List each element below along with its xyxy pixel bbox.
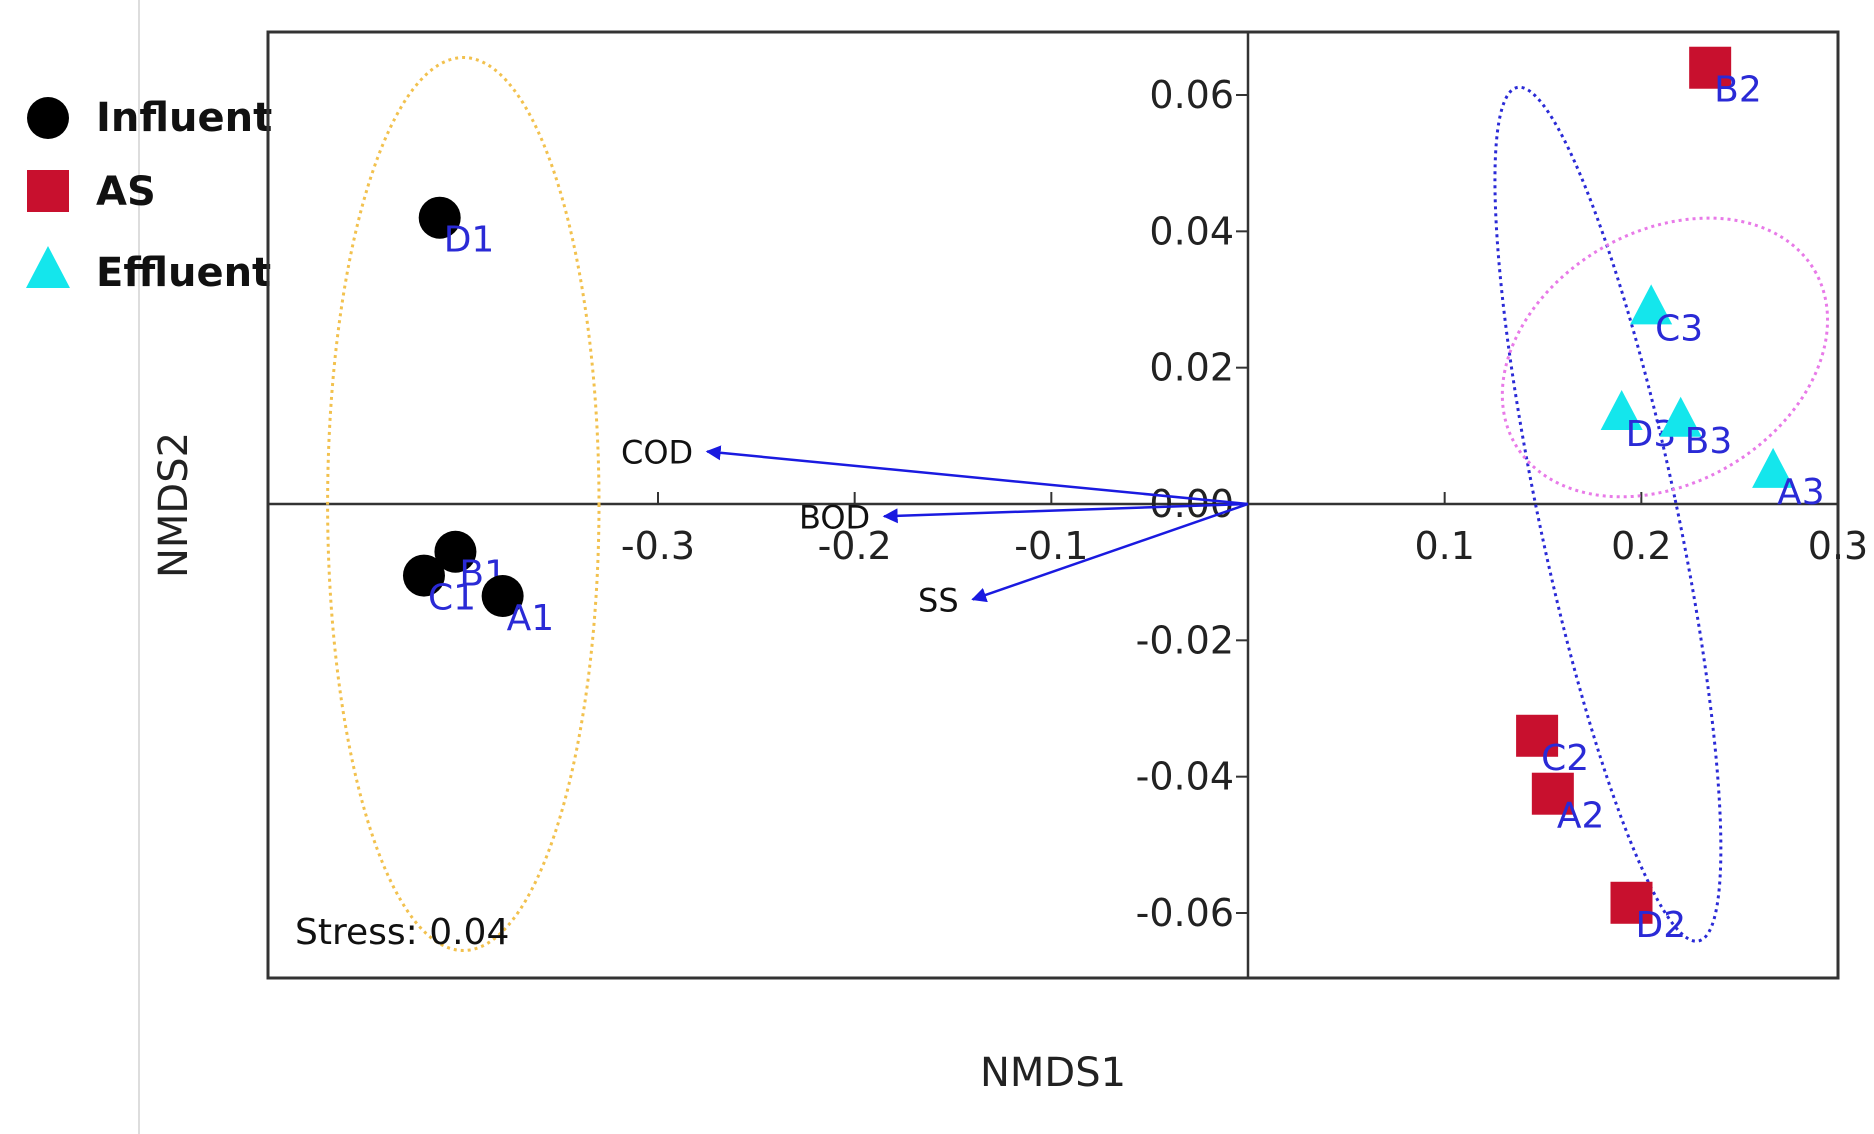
y-axis-title: NMDS2 (151, 432, 197, 578)
legend-as-label: AS (96, 169, 156, 215)
y-tick-label: 0.04 (1149, 209, 1234, 253)
point-c3 (1630, 284, 1673, 325)
x-tick-label: -0.3 (621, 524, 695, 568)
y-tick-label: -0.06 (1136, 891, 1234, 935)
x-tick-label: -0.2 (818, 524, 892, 568)
x-tick-label: 0.3 (1808, 524, 1868, 568)
point-b3 (1659, 396, 1702, 437)
point-label-d2: D2 (1636, 905, 1687, 946)
legend-influent-label: Influent (96, 95, 272, 141)
y-ticks: 0.060.040.020.00-0.02-0.04-0.06 (1136, 73, 1248, 935)
point-b2 (1689, 46, 1732, 89)
point-label-a2: A2 (1557, 796, 1605, 837)
legend-influent-icon (27, 97, 69, 139)
point-label-a1: A1 (507, 598, 555, 639)
point-label-c1: C1 (428, 578, 476, 619)
point-label-c2: C2 (1541, 738, 1589, 779)
point-a3 (1752, 447, 1795, 488)
ellipse-as (1493, 85, 1723, 943)
x-axis-title: NMDS1 (980, 1050, 1126, 1096)
legend-effluent-icon (26, 246, 70, 288)
group-ellipses (326, 56, 1830, 952)
vector-ss (971, 502, 1249, 603)
x-tick-label: 0.2 (1611, 524, 1671, 568)
plot-area: -0.3 -0.2 -0.1 0.1 0.2 0.3 0.060.040.020.00-0… (266, 30, 1868, 980)
legend: Influent AS Effluent (26, 95, 272, 296)
point-a2 (1531, 772, 1574, 815)
ellipse-effluent (1500, 216, 1830, 499)
y-tick-label: -0.04 (1136, 755, 1234, 799)
point-d3 (1600, 389, 1643, 430)
point-label-c3: C3 (1655, 308, 1703, 349)
vector-label-bod: BOD (799, 498, 870, 536)
legend-effluent-label: Effluent (96, 250, 271, 296)
point-b1 (434, 530, 477, 573)
vector-label-cod: COD (621, 434, 693, 472)
vector-bod (882, 502, 1249, 524)
point-label-b2: B2 (1714, 70, 1762, 111)
point-label-a3: A3 (1777, 472, 1825, 513)
vector-label-ss: SS (918, 581, 959, 619)
y-tick-label: 0.06 (1149, 73, 1234, 117)
stress-annotation: Stress: 0.04 (295, 912, 509, 953)
point-label-b3: B3 (1685, 421, 1733, 462)
ellipse-influent (326, 56, 601, 952)
x-ticks: -0.3 -0.2 -0.1 0.1 0.2 0.3 (621, 492, 1868, 568)
point-c2 (1516, 714, 1559, 757)
point-a1 (481, 575, 524, 618)
point-d1 (418, 196, 461, 239)
y-tick-label: 0.02 (1149, 346, 1234, 390)
vector-cod (705, 445, 1249, 506)
x-tick-label: -0.1 (1014, 524, 1088, 568)
point-label-d1: D1 (444, 220, 495, 261)
x-tick-label: 0.1 (1414, 524, 1474, 568)
y-tick-label: -0.02 (1136, 618, 1234, 662)
point-c1 (402, 554, 445, 597)
legend-as-icon (27, 170, 69, 212)
env-vectors: COD BOD SS (621, 434, 1249, 619)
point-d2 (1610, 881, 1653, 924)
